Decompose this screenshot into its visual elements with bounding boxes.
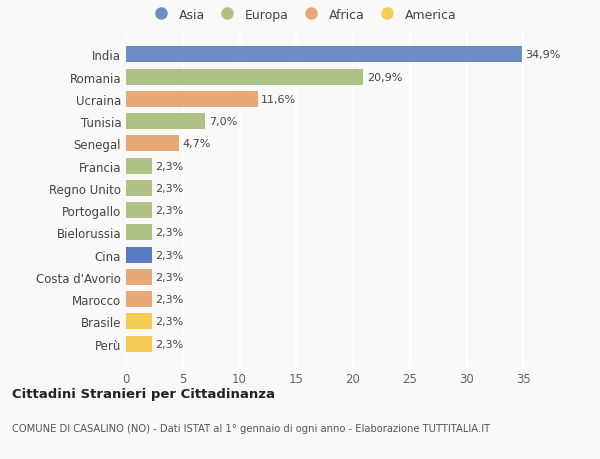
Bar	[126, 314, 152, 330]
Text: 7,0%: 7,0%	[209, 117, 237, 127]
Text: 11,6%: 11,6%	[261, 95, 296, 105]
Bar	[126, 158, 152, 174]
Text: 2,3%: 2,3%	[155, 272, 184, 282]
Bar	[126, 180, 152, 196]
Bar	[126, 47, 522, 63]
Bar	[126, 203, 152, 219]
Text: 2,3%: 2,3%	[155, 228, 184, 238]
Legend: Asia, Europa, Africa, America: Asia, Europa, Africa, America	[145, 5, 460, 25]
Bar	[126, 114, 205, 130]
Text: Cittadini Stranieri per Cittadinanza: Cittadini Stranieri per Cittadinanza	[12, 387, 275, 400]
Text: 2,3%: 2,3%	[155, 162, 184, 171]
Text: 2,3%: 2,3%	[155, 295, 184, 305]
Bar	[126, 291, 152, 308]
Bar	[126, 336, 152, 352]
Text: 2,3%: 2,3%	[155, 317, 184, 327]
Text: 2,3%: 2,3%	[155, 184, 184, 194]
Text: 4,7%: 4,7%	[183, 139, 211, 149]
Text: COMUNE DI CASALINO (NO) - Dati ISTAT al 1° gennaio di ogni anno - Elaborazione T: COMUNE DI CASALINO (NO) - Dati ISTAT al …	[12, 424, 490, 433]
Bar	[126, 225, 152, 241]
Bar	[126, 70, 363, 85]
Text: 2,3%: 2,3%	[155, 250, 184, 260]
Bar	[126, 92, 257, 108]
Text: 20,9%: 20,9%	[367, 73, 402, 83]
Text: 34,9%: 34,9%	[526, 50, 561, 60]
Bar	[126, 247, 152, 263]
Text: 2,3%: 2,3%	[155, 206, 184, 216]
Bar	[126, 136, 179, 152]
Text: 2,3%: 2,3%	[155, 339, 184, 349]
Bar	[126, 269, 152, 285]
